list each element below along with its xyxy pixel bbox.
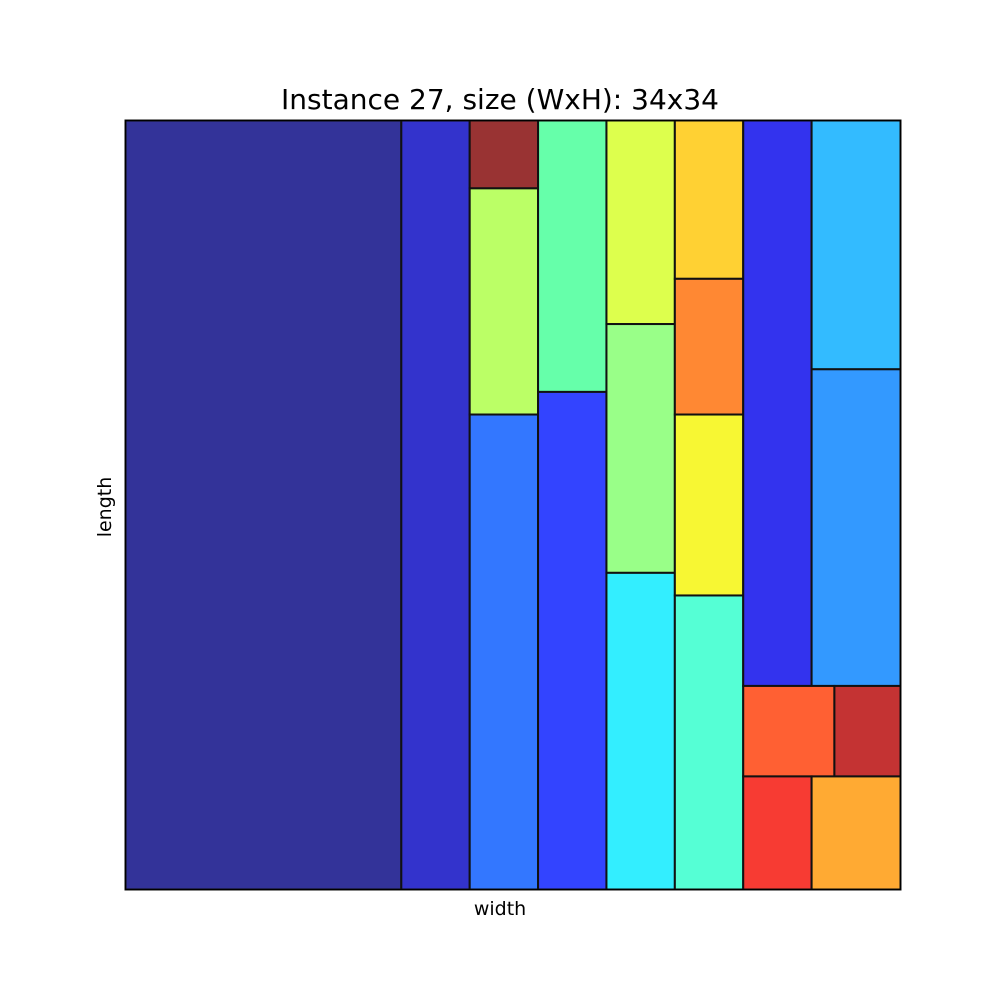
packed-rectangle-18 xyxy=(742,684,836,778)
packed-rectangle-16 xyxy=(810,119,902,371)
packed-rectangle-8 xyxy=(605,119,676,326)
x-axis-label: width xyxy=(473,898,527,920)
packed-rectangle-17 xyxy=(810,368,902,687)
packed-rectangle-5 xyxy=(468,413,540,891)
packed-rectangle-19 xyxy=(833,684,902,778)
packed-rectangle-15 xyxy=(742,119,813,687)
packed-rectangle-11 xyxy=(673,119,745,280)
packed-rectangle-20 xyxy=(742,775,813,891)
packed-rectangle-12 xyxy=(673,277,745,416)
packed-rectangle-21 xyxy=(810,775,902,891)
packed-rectangle-14 xyxy=(673,594,745,891)
packed-rectangle-1 xyxy=(124,119,403,891)
packed-rectangle-7 xyxy=(537,390,608,891)
packed-rectangle-9 xyxy=(605,323,676,574)
packed-rectangle-10 xyxy=(605,571,676,891)
chart-title: Instance 27, size (WxH): 34x34 xyxy=(281,83,719,116)
packed-rectangle-2 xyxy=(400,119,471,891)
plot-frame xyxy=(124,119,902,891)
packed-rectangle-13 xyxy=(673,413,745,597)
packed-rectangle-4 xyxy=(468,187,540,416)
y-axis-label: length xyxy=(94,476,116,538)
packed-rectangle-6 xyxy=(537,119,608,393)
packed-rectangle-3 xyxy=(468,119,540,190)
